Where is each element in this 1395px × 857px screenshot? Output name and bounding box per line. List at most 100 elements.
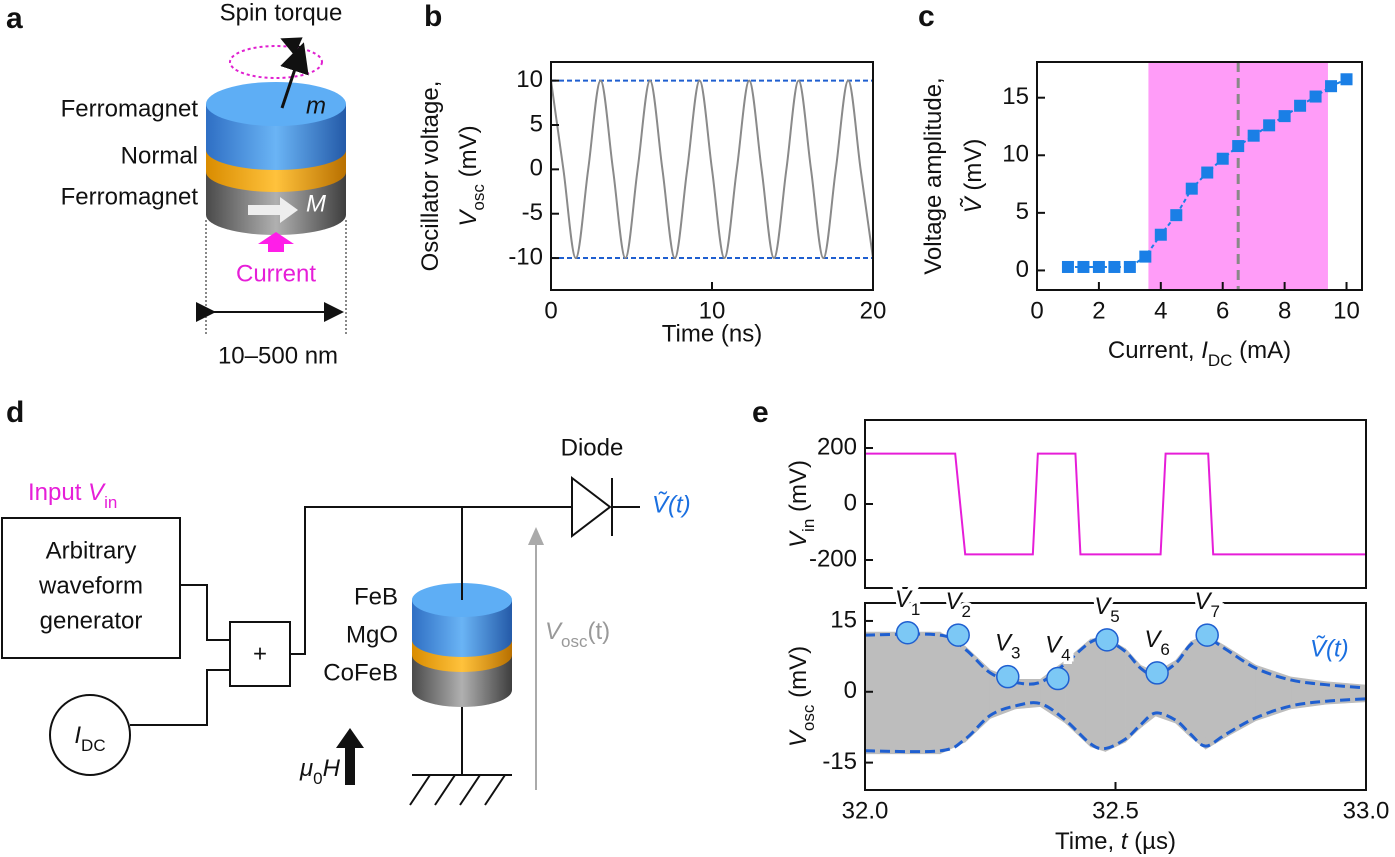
symbol: t: [1121, 828, 1129, 855]
sub: osc: [469, 184, 488, 211]
voltage-label: Vosc(t): [545, 618, 610, 651]
x-tick-label: 10: [699, 297, 726, 324]
marker: [1092, 260, 1105, 273]
diagram-d: Input Vin Arbitrary waveform generator I…: [1, 434, 691, 806]
x-tick-label: 4: [1154, 297, 1167, 324]
y-tick-label: 10: [516, 66, 543, 93]
symbol: V: [785, 729, 812, 747]
subscript: osc: [561, 632, 588, 651]
fixed-arrow: [248, 197, 298, 223]
y-tick-label: -10: [508, 243, 543, 270]
panel-label: d: [6, 396, 24, 429]
x-axis-label: Time, t (µs): [1055, 828, 1176, 855]
marker: [1201, 166, 1214, 179]
sample-point: [1046, 666, 1070, 691]
x-tick-label: 32.5: [1092, 797, 1139, 824]
unit: (mV): [455, 125, 482, 184]
marker: [1216, 152, 1229, 165]
layer-top: [206, 82, 346, 126]
sample-point: [1195, 623, 1219, 647]
ground: [409, 774, 512, 806]
panel-label: a: [6, 2, 23, 35]
y-axis-label: Oscillator voltage,: [417, 81, 444, 272]
current-source-label: IDC: [74, 722, 105, 755]
panel-label: b: [424, 0, 442, 33]
y-axis-label: Vosc (mV): [785, 646, 818, 747]
x-tick-label: 32.0: [842, 797, 889, 824]
moment-label: m: [306, 92, 326, 119]
x-tick-label: 2: [1092, 297, 1105, 324]
marker: [1247, 129, 1260, 142]
y-tick-label: 0: [530, 155, 543, 182]
diode: [571, 475, 612, 539]
oscillation-band: [939, 631, 966, 755]
x-tick-label: 20: [860, 297, 887, 324]
sample-point: [895, 621, 920, 645]
point-label: V4: [1045, 632, 1070, 665]
symbol: V: [545, 618, 563, 645]
sub: in: [799, 519, 818, 532]
torque-arrow: [280, 37, 303, 56]
field-label: μ0H: [299, 755, 341, 788]
marker: [1139, 250, 1152, 263]
point-label: V5: [1094, 593, 1119, 626]
y-axis-label: Ṽ (mV): [960, 139, 987, 214]
oscillation-band: [865, 631, 941, 755]
marker: [1077, 260, 1090, 273]
subscript: in: [104, 493, 117, 512]
series-line: [865, 452, 1366, 556]
y-axis-label: Vin (mV): [785, 460, 818, 548]
plot-body: [865, 621, 1366, 755]
unit: (mA): [1232, 337, 1291, 364]
current-arrow: [258, 232, 294, 252]
symbol: μ: [299, 755, 313, 782]
y-tick-label: 0: [844, 489, 857, 516]
series-line: [551, 79, 873, 260]
fixed-label: M: [306, 190, 326, 217]
generator-label: generator: [40, 607, 143, 634]
point-label: V3: [995, 630, 1020, 663]
text: Oscillator voltage,: [417, 81, 444, 272]
plot-frame: [864, 419, 1367, 589]
text: Current,: [1108, 337, 1201, 364]
unit: (µs): [1127, 828, 1175, 855]
marker: [1232, 140, 1245, 153]
field-arrow: [336, 728, 364, 785]
y-axis-label: Voltage amplitude,: [920, 77, 947, 274]
point-label: V6: [1144, 626, 1169, 659]
x-axis-label: Current, IDC (mA): [1108, 337, 1291, 370]
input-label: Input Vin: [28, 479, 117, 512]
output-label: Ṽ(t): [652, 491, 691, 518]
symbol: Ṽ: [960, 195, 987, 213]
annotation: Spin torque: [220, 0, 343, 26]
y-tick-label: 200: [817, 433, 857, 460]
y-tick-label: -15: [822, 748, 857, 775]
annotation: Ṽ(t): [1310, 635, 1349, 662]
plot-body: [551, 79, 873, 260]
sample-point: [1095, 628, 1119, 652]
sample-point: [946, 623, 970, 647]
wire: [130, 506, 640, 775]
subscript: 5: [1110, 607, 1119, 626]
y-tick-label: 0: [844, 677, 857, 704]
voltage-arrowhead: [528, 527, 544, 545]
oscillation-band: [1205, 633, 1227, 750]
y-tick-label: -200: [809, 545, 857, 572]
x-tick-label: 6: [1216, 297, 1229, 324]
oscillation-band: [1190, 633, 1206, 750]
marker: [1278, 110, 1291, 123]
precession-orbit: [229, 45, 323, 79]
marker: [1325, 80, 1338, 93]
sub: osc: [799, 704, 818, 731]
symbol: H: [323, 755, 341, 782]
subscript: 0: [313, 769, 322, 788]
marker: [1309, 90, 1322, 103]
panel-label: e: [752, 396, 769, 429]
marker: [1123, 260, 1136, 273]
x-tick-label: 0: [544, 297, 557, 324]
generator-label: waveform: [38, 572, 143, 599]
layer-label: Normal: [121, 142, 198, 169]
y-tick-label: 10: [1002, 141, 1029, 168]
y-axis-label: Vosc (mV): [455, 125, 488, 226]
x-tick-label: 33.0: [1343, 797, 1390, 824]
